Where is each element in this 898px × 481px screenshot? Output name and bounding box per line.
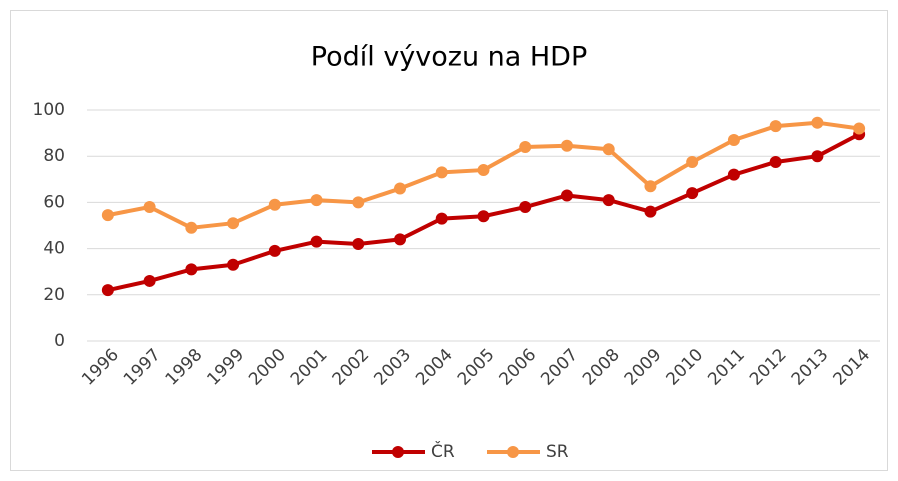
- legend-marker: [507, 446, 519, 458]
- data-point: [769, 155, 782, 168]
- legend-marker: [392, 446, 404, 458]
- data-point: [477, 210, 490, 223]
- y-tick-label: 20: [43, 285, 65, 305]
- data-point: [227, 217, 240, 230]
- data-point: [602, 194, 615, 207]
- data-point: [769, 120, 782, 133]
- data-point: [185, 263, 198, 276]
- data-point: [727, 168, 740, 181]
- data-point: [686, 155, 699, 168]
- data-point: [143, 274, 156, 287]
- data-point: [560, 139, 573, 152]
- legend-label: ČR: [431, 440, 455, 462]
- data-point: [602, 143, 615, 156]
- y-tick-label: 0: [54, 331, 65, 351]
- data-point: [644, 205, 657, 218]
- data-point: [435, 212, 448, 225]
- data-point: [101, 284, 114, 297]
- data-point: [185, 221, 198, 234]
- data-point: [435, 166, 448, 179]
- legend-label: SR: [546, 442, 569, 462]
- data-point: [686, 187, 699, 200]
- data-point: [811, 150, 824, 163]
- y-tick-label: 40: [43, 239, 65, 259]
- data-point: [227, 258, 240, 271]
- data-point: [143, 201, 156, 214]
- data-point: [352, 196, 365, 209]
- data-point: [811, 116, 824, 129]
- data-point: [310, 235, 323, 248]
- y-tick-label: 100: [33, 100, 65, 120]
- data-point: [853, 122, 866, 135]
- chart-border: [10, 10, 888, 471]
- y-tick-label: 60: [43, 192, 65, 212]
- data-point: [727, 134, 740, 147]
- data-point: [560, 189, 573, 202]
- data-point: [519, 201, 532, 214]
- data-point: [394, 233, 407, 246]
- data-point: [394, 182, 407, 195]
- data-point: [101, 209, 114, 222]
- y-tick-label: 80: [43, 146, 65, 166]
- data-point: [352, 237, 365, 250]
- data-point: [519, 140, 532, 153]
- data-point: [310, 194, 323, 207]
- data-point: [477, 164, 490, 177]
- data-point: [268, 198, 281, 211]
- data-point: [268, 244, 281, 257]
- data-point: [644, 180, 657, 193]
- chart-title: Podíl vývozu na HDP: [311, 42, 588, 73]
